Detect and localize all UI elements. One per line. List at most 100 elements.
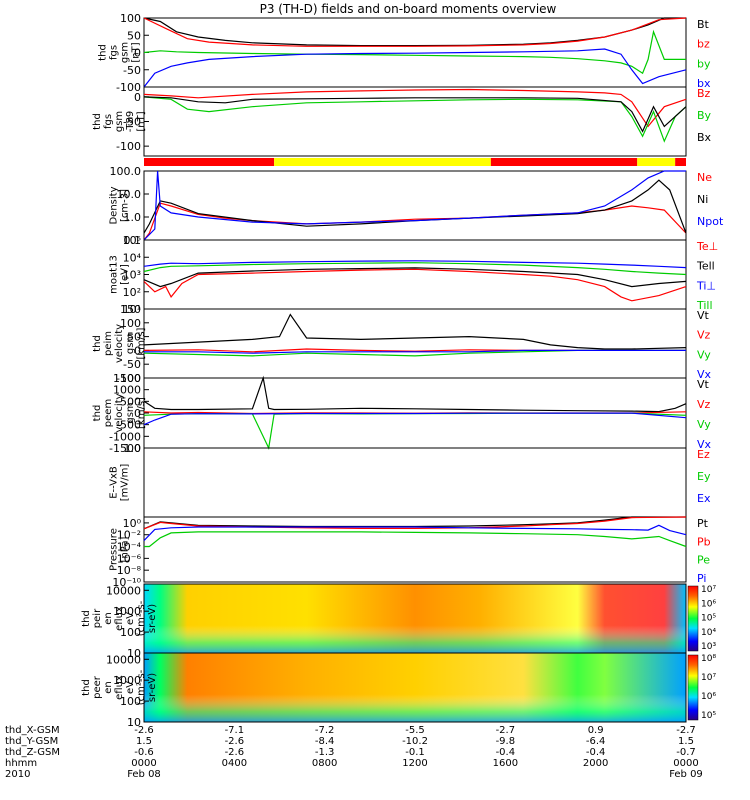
- x-axis-row-label: thd_Z-GSM: [5, 747, 60, 758]
- y-axis-label: eV: [125, 612, 136, 625]
- y-tick-label: -1500: [109, 442, 141, 455]
- series-Pe: [144, 531, 687, 548]
- mode-segment-3: [637, 158, 676, 166]
- y-axis-label: [eV]: [120, 264, 131, 285]
- x-tick-label: 0000: [131, 758, 156, 769]
- panel-frame: [143, 516, 687, 583]
- panel-frame: [143, 239, 687, 310]
- y-tick-label: 10⁰: [123, 517, 142, 530]
- legend-Vx: Vx: [697, 368, 712, 381]
- y-tick-label: 100: [120, 12, 141, 25]
- y-tick-label: -500: [116, 419, 141, 432]
- legend-bx: bx: [697, 77, 711, 90]
- y-tick-label: 10⁻⁸: [117, 564, 142, 577]
- series-Te⊥: [143, 268, 687, 302]
- y-axis-label: en: [103, 612, 114, 625]
- legend-Ex: Ex: [697, 492, 711, 505]
- series-Pb: [143, 516, 687, 530]
- legend-Ti⊥: Ti⊥: [696, 279, 716, 292]
- y-tick-label: -50: [123, 358, 141, 371]
- legend-Bt: Bt: [697, 18, 710, 31]
- y-axis-label: sr-eV): [147, 673, 158, 702]
- y-axis-label: fgs: [103, 114, 114, 129]
- y-axis-label: thd: [81, 679, 92, 696]
- y-tick-label: 0.1: [124, 234, 142, 247]
- series-bx: [143, 48, 687, 88]
- colorbar: [687, 585, 699, 652]
- legend-Vx: Vx: [697, 438, 712, 451]
- y-tick-label: 100.0: [110, 165, 142, 178]
- y-tick-label: 100: [120, 317, 141, 330]
- mode-segment-1: [274, 158, 491, 166]
- y-tick-label: 10⁻¹⁰: [112, 576, 141, 589]
- legend-Pe: Pe: [697, 554, 710, 567]
- colorbar-tick-label: 10⁷: [701, 585, 716, 595]
- y-tick-label: -100: [116, 140, 141, 153]
- panel-peir: 10⁷ 10⁶ 10⁵ 10⁴ 10³ 10000 1000 100 10 thd peir en ef…: [81, 583, 716, 660]
- y-tick-label: 10: [127, 716, 141, 729]
- y-axis-label: thd: [92, 113, 103, 130]
- y-axis-label: E--VxB: [109, 466, 120, 499]
- y-axis-label: peim: [103, 331, 114, 356]
- series-Ne: [143, 202, 687, 241]
- series-Pi: [143, 524, 687, 542]
- y-axis-label: gsm: [125, 402, 136, 423]
- y-axis-label: [mV/m]: [120, 464, 131, 502]
- y-tick-label: 1.0: [124, 442, 142, 455]
- series-Bt: [143, 17, 686, 47]
- x-tick-label: -7.2: [315, 725, 335, 736]
- y-tick-label: -50: [123, 116, 141, 129]
- series-bz: [143, 17, 687, 47]
- series-Bx: [143, 96, 687, 133]
- y-axis-label: sr-eV): [147, 604, 158, 633]
- legend-by: by: [697, 57, 711, 70]
- y-axis-label: [km/s]: [136, 397, 147, 429]
- colorbar-tick-label: 10⁵: [701, 614, 716, 624]
- y-axis-label: peem: [103, 399, 114, 427]
- y-tick-label: 1.0: [124, 211, 142, 224]
- legend-Pb: Pb: [697, 535, 711, 548]
- mode-segment-4: [675, 158, 686, 166]
- series-Till: [143, 262, 687, 276]
- y-axis-label: eflux: [114, 675, 125, 700]
- y-axis-label: (cm²-s-: [136, 600, 147, 636]
- legend-Till: Till: [696, 299, 713, 312]
- y-axis-label: velocity: [114, 393, 125, 432]
- y-tick-label: 100: [120, 626, 141, 639]
- y-axis-label: Density: [109, 186, 120, 224]
- x-tick-label: -7.1: [225, 725, 245, 736]
- x-tick-label: Feb 08: [127, 769, 161, 780]
- x-tick-label: -0.4: [496, 747, 516, 758]
- series-Vt: [143, 313, 687, 350]
- legend-Bx: Bx: [697, 131, 712, 144]
- mode-segment-0: [144, 158, 275, 166]
- y-axis-label: gsm: [125, 333, 136, 354]
- legend-Ni: Ni: [697, 193, 708, 206]
- figure-title: P3 (TH-D) fields and on-board moments ov…: [260, 2, 557, 16]
- legend-By: By: [697, 109, 712, 122]
- x-tick-label: 0800: [312, 758, 337, 769]
- legend-Pt: Pt: [697, 517, 709, 530]
- series-Vx: [143, 412, 687, 426]
- legend-Ne: Ne: [697, 171, 712, 184]
- x-tick-label: -2.7: [676, 725, 696, 736]
- x-tick-label: 1.5: [678, 736, 694, 747]
- x-tick-label: -10.2: [402, 736, 428, 747]
- y-axis-label: [nPa]: [120, 536, 131, 562]
- spectrogram-overlay: [144, 584, 686, 653]
- series-Vt: [143, 375, 687, 413]
- y-tick-label: 10000: [106, 584, 141, 597]
- series-Vy: [143, 412, 687, 450]
- y-tick-label: 10²: [123, 286, 141, 299]
- y-tick-label: 10⁻⁴: [117, 541, 142, 554]
- y-tick-label: -100: [116, 81, 141, 94]
- x-tick-label: -0.4: [586, 747, 606, 758]
- colorbar-tick-label: 10³: [701, 642, 716, 652]
- x-tick-label: -0.1: [405, 747, 425, 758]
- y-tick-label: 50: [127, 331, 141, 344]
- panel-density: 100.0 10.0 1.0 0.1 Density [cm-3] Ne Ni Npot: [109, 165, 724, 247]
- y-tick-label: 10.0: [117, 188, 142, 201]
- x-tick-label: 1600: [493, 758, 518, 769]
- y-axis-label: (cm²-s-: [136, 669, 147, 705]
